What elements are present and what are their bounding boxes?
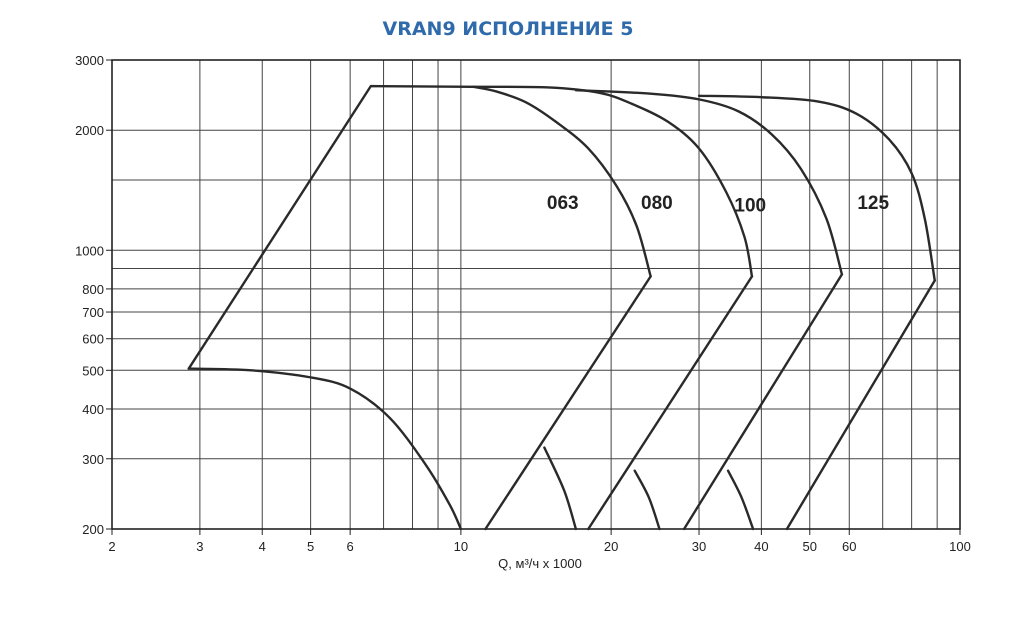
- x-tick-label: 2: [108, 539, 115, 554]
- series-080-limit-line: [587, 275, 754, 531]
- x-tick-label: 60: [842, 539, 856, 554]
- x-tick-label: 4: [259, 539, 266, 554]
- series-label-125: 125: [857, 193, 889, 214]
- x-tick-label: 6: [347, 539, 354, 554]
- series-125-limit-line: [785, 279, 936, 531]
- x-tick-label: 10: [454, 539, 468, 554]
- series-label-063: 063: [547, 193, 579, 214]
- series-label-080: 080: [641, 193, 673, 214]
- x-tick-label: 50: [803, 539, 817, 554]
- series-100-efficiency-curve: [726, 469, 755, 531]
- curve-layer: [187, 84, 936, 531]
- x-tick-label: 20: [604, 539, 618, 554]
- series-100-curve: [574, 88, 844, 276]
- chart-title: VRAN9 ИСПОЛНЕНИЕ 5: [382, 18, 634, 40]
- series-080-curve: [472, 85, 754, 278]
- y-tick-label: 700: [82, 305, 104, 320]
- y-tick-label: 300: [82, 452, 104, 467]
- series-080-efficiency-curve: [633, 469, 661, 531]
- envelope-line: [187, 84, 475, 370]
- y-tick-label: 400: [82, 402, 104, 417]
- y-tick-label: 500: [82, 363, 104, 378]
- plot-frame: [111, 59, 961, 530]
- series-063-curve: [472, 85, 652, 278]
- y-tick-label: 200: [82, 522, 104, 537]
- series-label-100: 100: [734, 196, 766, 217]
- series-labels: 063 080 100 125: [547, 193, 890, 217]
- y-tick-label: 2000: [75, 123, 104, 138]
- series-100-limit-line: [682, 273, 844, 531]
- x-tick-label: 3: [196, 539, 203, 554]
- x-tick-label: 100: [949, 539, 971, 554]
- tick-labels: 2 3 4 5 6 10 20 30 40 50 60 100 200 300 400 500 600 700 80…: [75, 53, 971, 554]
- y-tick-label: 600: [82, 332, 104, 347]
- series-125-curve: [697, 94, 936, 282]
- low-flow-curve: [187, 367, 463, 531]
- x-tick-label: 40: [754, 539, 768, 554]
- x-tick-label: 5: [307, 539, 314, 554]
- grid-layer: [111, 59, 961, 530]
- y-tick-label: 1000: [75, 243, 104, 258]
- x-tick-label: 30: [692, 539, 706, 554]
- series-063-efficiency-curve: [543, 446, 578, 531]
- x-axis-label: Q, м³/ч x 1000: [498, 556, 582, 571]
- y-tick-label: 800: [82, 282, 104, 297]
- y-tick-label: 3000: [75, 53, 104, 68]
- series-063-limit-line: [484, 275, 652, 531]
